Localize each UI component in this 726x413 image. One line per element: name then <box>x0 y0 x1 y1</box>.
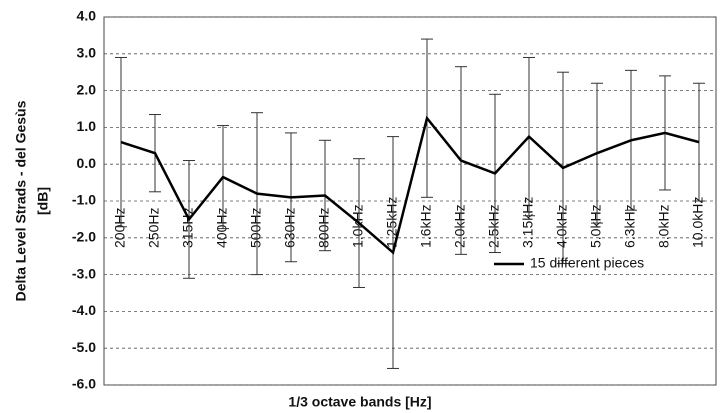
y-tick-label: -5.0 <box>72 339 96 355</box>
x-tick-label: 5.0kHz <box>588 204 604 248</box>
x-tick-label: 8.0kHz <box>656 204 672 248</box>
y-tick-label: -6.0 <box>72 376 96 392</box>
x-tick-label: 6.3kHz <box>622 204 638 248</box>
x-tick-label: 2.0kHz <box>452 204 468 248</box>
data-line <box>120 115 700 255</box>
x-tick-label: 500Hz <box>248 208 264 248</box>
y-tick-label: -2.0 <box>72 229 96 245</box>
y-tick-label: 1.0 <box>77 118 97 134</box>
x-tick-label: 10.0kHz <box>690 197 706 248</box>
y-tick-label: 2.0 <box>77 81 97 97</box>
x-tick-label: 2.5kHz <box>486 204 502 248</box>
x-axis-title: 1/3 octave bands [Hz] <box>288 394 431 410</box>
x-tick-label: 630Hz <box>282 208 298 248</box>
y-axis-title: Delta Level Strads - del Gesùs <box>13 100 29 301</box>
y-tick-label: 3.0 <box>77 45 97 61</box>
x-tick-label: 400Hz <box>214 208 230 248</box>
x-tick-label: 3.15kHz <box>520 197 536 248</box>
x-tick-label: 200Hz <box>112 208 128 248</box>
x-tick-label: 1.25kHz <box>384 197 400 248</box>
legend-label: 15 different pieces <box>530 255 644 271</box>
y-tick-label: -1.0 <box>72 192 96 208</box>
y-tick-label: 4.0 <box>77 8 97 24</box>
x-tick-label: 800Hz <box>316 208 332 248</box>
y-axis-title: [dB] <box>35 187 51 215</box>
y-tick-label: -3.0 <box>72 265 96 281</box>
y-tick-label: -4.0 <box>72 302 96 318</box>
y-tick-label: 0.0 <box>77 155 97 171</box>
x-tick-label: 4.0kHz <box>554 204 570 248</box>
x-tick-label: 1.0kHz <box>350 204 366 248</box>
x-tick-label: 250Hz <box>146 208 162 248</box>
x-tick-label: 1.6kHz <box>418 204 434 248</box>
